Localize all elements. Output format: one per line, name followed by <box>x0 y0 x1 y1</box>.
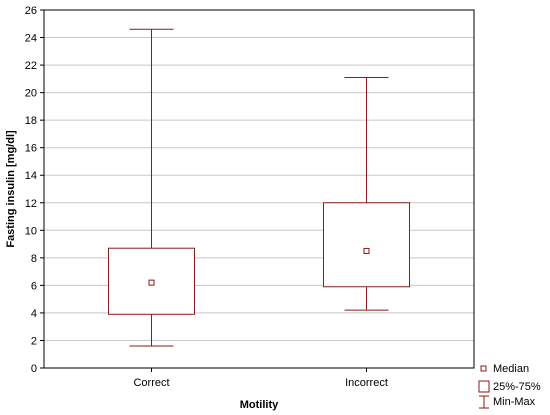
x-axis-title: Motility <box>240 399 279 411</box>
y-tick-label: 2 <box>31 335 37 347</box>
y-tick-label: 18 <box>25 115 37 127</box>
y-tick-label: 4 <box>31 308 37 320</box>
y-tick-label: 16 <box>25 143 37 155</box>
legend-item-median: Median <box>480 363 529 375</box>
legend-item-minmax: Min-Max <box>479 395 536 409</box>
y-tick-label: 26 <box>25 5 37 17</box>
x-category-label: Correct <box>133 377 169 389</box>
legend-item-iqr: 25%-75% <box>478 380 541 393</box>
y-tick-label: 8 <box>31 253 37 265</box>
legend-minmax-label: Min-Max <box>493 396 536 408</box>
plot-area-frame <box>43 9 475 369</box>
boxes <box>108 28 410 347</box>
y-axis-title: Fasting insulin [mg/dl] <box>5 130 17 248</box>
legend-iqr-label: 25%-75% <box>493 381 541 393</box>
x-axis-ticks: Correct Incorrect <box>133 368 388 389</box>
y-tick-label: 20 <box>25 88 37 100</box>
y-tick-label: 10 <box>25 225 37 237</box>
box-group-correct <box>108 28 195 347</box>
median-marker <box>363 247 370 254</box>
legend-median-label: Median <box>493 363 529 375</box>
y-tick-label: 24 <box>25 33 37 45</box>
median-marker <box>148 279 155 286</box>
y-tick-label: 6 <box>31 280 37 292</box>
iqr-box <box>323 202 410 288</box>
y-tick-label: 14 <box>25 170 37 182</box>
y-tick-label: 22 <box>25 60 37 72</box>
y-tick-label: 12 <box>25 198 37 210</box>
box-group-incorrect <box>323 76 410 311</box>
x-category-label: Incorrect <box>345 377 388 389</box>
legend: Median 25%-75% Min-Max <box>478 363 541 409</box>
legend-iqr-marker <box>478 380 490 393</box>
legend-median-marker <box>480 365 487 372</box>
y-tick-label: 0 <box>31 363 37 375</box>
